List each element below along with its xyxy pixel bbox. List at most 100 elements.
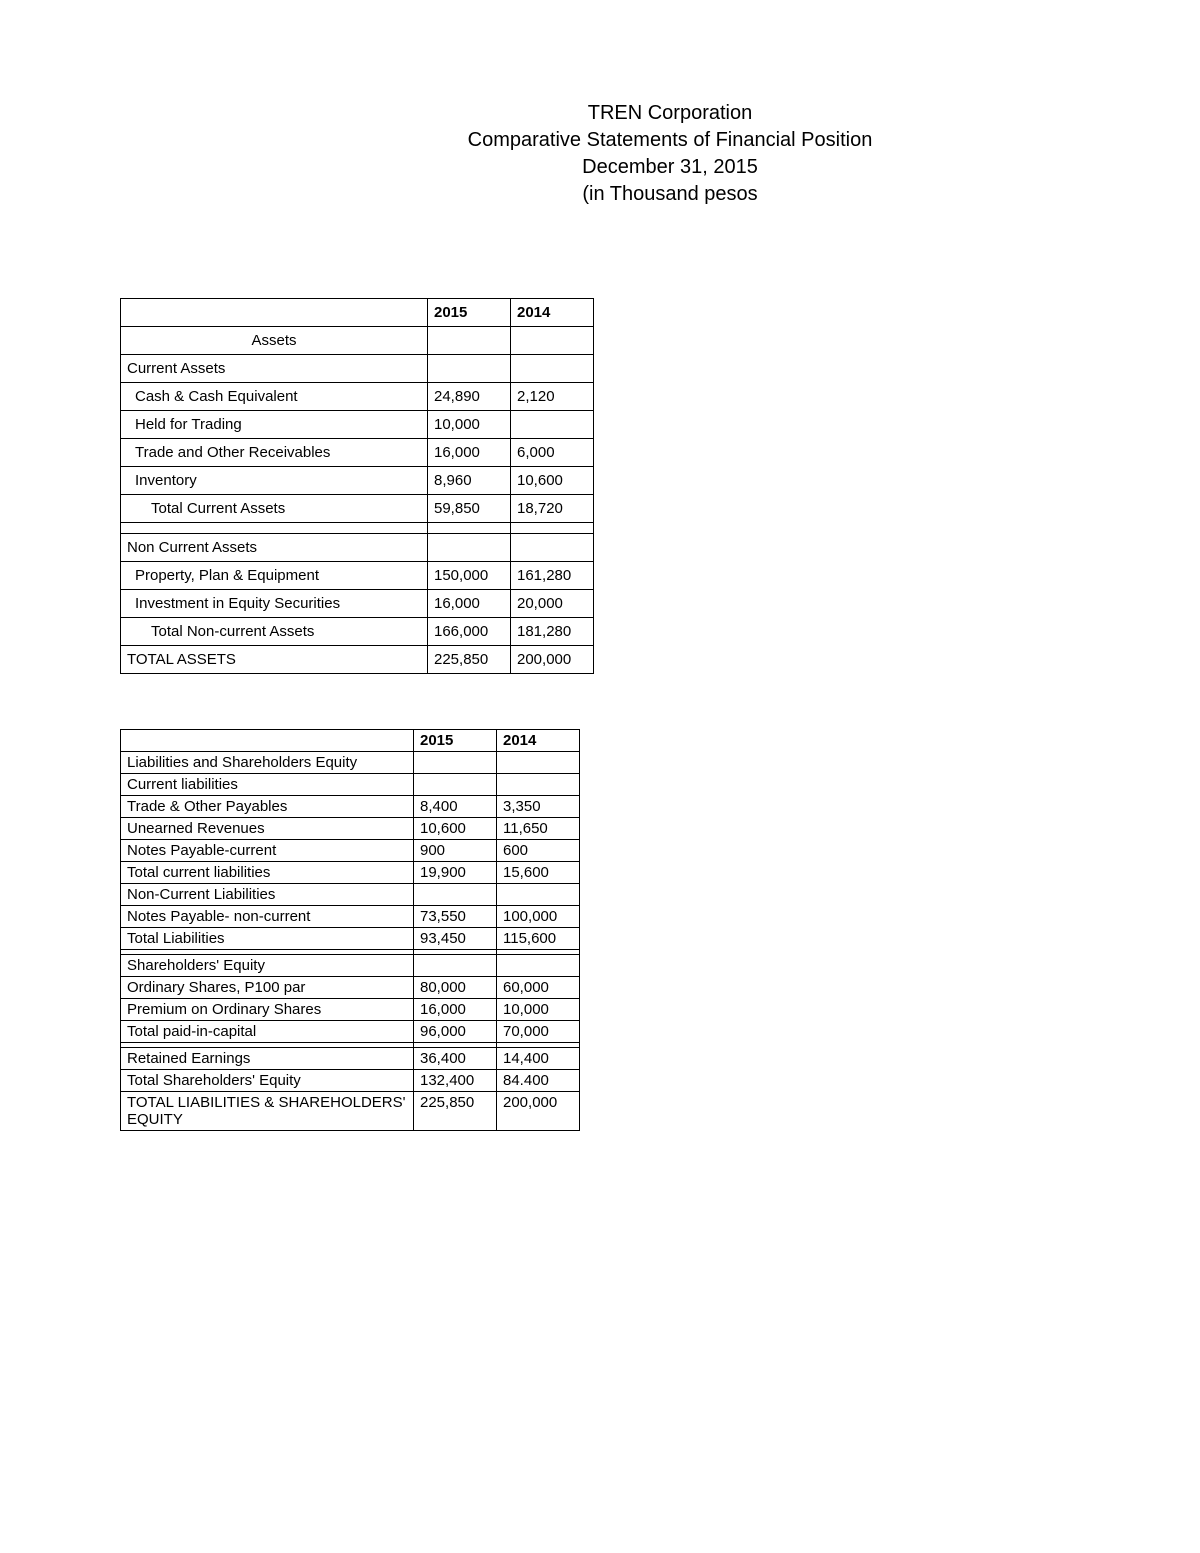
table-row: Notes Payable- non-current73,550100,000: [121, 906, 580, 928]
table-row: Current Assets: [121, 355, 594, 383]
value-2015: 93,450: [414, 928, 497, 950]
row-label: Liabilities and Shareholders Equity: [121, 752, 414, 774]
header-line1: TREN Corporation: [260, 100, 1080, 127]
value-2015: 8,400: [414, 796, 497, 818]
row-label: Ordinary Shares, P100 par: [121, 977, 414, 999]
table-row: Retained Earnings36,40014,400: [121, 1048, 580, 1070]
row-label: Investment in Equity Securities: [121, 590, 428, 618]
table-row: Trade & Other Payables8,4003,350: [121, 796, 580, 818]
value-2014: 2,120: [511, 383, 594, 411]
document-header: TREN Corporation Comparative Statements …: [260, 100, 1080, 208]
table-row: Held for Trading10,000: [121, 411, 594, 439]
value-2015: 19,900: [414, 862, 497, 884]
value-2015: 10,000: [428, 411, 511, 439]
value-2015: 24,890: [428, 383, 511, 411]
table-row: Current liabilities: [121, 774, 580, 796]
value-2014: 3,350: [497, 796, 580, 818]
row-label: Total Current Assets: [121, 495, 428, 523]
value-2015: 16,000: [428, 590, 511, 618]
blank-header: [121, 299, 428, 327]
value-2015: 132,400: [414, 1070, 497, 1092]
row-label: Notes Payable- non-current: [121, 906, 414, 928]
row-label: Total current liabilities: [121, 862, 414, 884]
row-label: TOTAL ASSETS: [121, 646, 428, 674]
value-2015: [414, 774, 497, 796]
table-row: Total Liabilities93,450115,600: [121, 928, 580, 950]
value-2014: 70,000: [497, 1021, 580, 1043]
row-label: TOTAL LIABILITIES & SHAREHOLDERS' EQUITY: [121, 1092, 414, 1131]
value-2015: 36,400: [414, 1048, 497, 1070]
value-2015: [428, 523, 511, 534]
value-2015: [414, 752, 497, 774]
table-row: Trade and Other Receivables16,0006,000: [121, 439, 594, 467]
value-2015: [428, 534, 511, 562]
header-line3: December 31, 2015: [260, 154, 1080, 181]
table-row: Inventory8,96010,600: [121, 467, 594, 495]
value-2015: [414, 955, 497, 977]
value-2014: [497, 752, 580, 774]
row-label: Shareholders' Equity: [121, 955, 414, 977]
table-row: Total Current Assets59,85018,720: [121, 495, 594, 523]
table-row: Non Current Assets: [121, 534, 594, 562]
row-label: [121, 523, 428, 534]
value-2014: 10,600: [511, 467, 594, 495]
header-line2: Comparative Statements of Financial Posi…: [260, 127, 1080, 154]
value-2015: [428, 355, 511, 383]
table-row: Total Shareholders' Equity132,40084.400: [121, 1070, 580, 1092]
value-2014: 60,000: [497, 977, 580, 999]
table-row: Non-Current Liabilities: [121, 884, 580, 906]
row-label: Non-Current Liabilities: [121, 884, 414, 906]
value-2015: 96,000: [414, 1021, 497, 1043]
table-row: Total paid-in-capital96,00070,000: [121, 1021, 580, 1043]
value-2014: 20,000: [511, 590, 594, 618]
value-2014: 14,400: [497, 1048, 580, 1070]
value-2015: [428, 327, 511, 355]
row-label: Total Liabilities: [121, 928, 414, 950]
table-row: Ordinary Shares, P100 par80,00060,000: [121, 977, 580, 999]
year-2015-header: 2015: [428, 299, 511, 327]
table-row: TOTAL ASSETS225,850200,000: [121, 646, 594, 674]
value-2014: [497, 884, 580, 906]
table-row: Total current liabilities19,90015,600: [121, 862, 580, 884]
value-2014: [511, 523, 594, 534]
table-row: Liabilities and Shareholders Equity: [121, 752, 580, 774]
row-label: Non Current Assets: [121, 534, 428, 562]
value-2015: 225,850: [414, 1092, 497, 1131]
table-row: Shareholders' Equity: [121, 955, 580, 977]
value-2014: 115,600: [497, 928, 580, 950]
row-label: Property, Plan & Equipment: [121, 562, 428, 590]
value-2015: 16,000: [428, 439, 511, 467]
row-label: Premium on Ordinary Shares: [121, 999, 414, 1021]
value-2014: [511, 355, 594, 383]
row-label: Total paid-in-capital: [121, 1021, 414, 1043]
row-label: Trade & Other Payables: [121, 796, 414, 818]
value-2014: [511, 534, 594, 562]
row-label: Unearned Revenues: [121, 818, 414, 840]
value-2015: 225,850: [428, 646, 511, 674]
row-label: Total Shareholders' Equity: [121, 1070, 414, 1092]
table-row: Property, Plan & Equipment150,000161,280: [121, 562, 594, 590]
value-2014: 15,600: [497, 862, 580, 884]
value-2014: 200,000: [511, 646, 594, 674]
table-row: [121, 523, 594, 534]
row-label: Trade and Other Receivables: [121, 439, 428, 467]
year-2014-header: 2014: [497, 730, 580, 752]
value-2015: 150,000: [428, 562, 511, 590]
row-label: Cash & Cash Equivalent: [121, 383, 428, 411]
table-row: Investment in Equity Securities16,00020,…: [121, 590, 594, 618]
year-2015-header: 2015: [414, 730, 497, 752]
value-2014: 18,720: [511, 495, 594, 523]
table-row: Premium on Ordinary Shares16,00010,000: [121, 999, 580, 1021]
row-label: Current Assets: [121, 355, 428, 383]
value-2014: 200,000: [497, 1092, 580, 1131]
value-2014: 181,280: [511, 618, 594, 646]
row-label: Held for Trading: [121, 411, 428, 439]
row-label: Retained Earnings: [121, 1048, 414, 1070]
value-2014: 600: [497, 840, 580, 862]
table-row: Assets: [121, 327, 594, 355]
year-2014-header: 2014: [511, 299, 594, 327]
row-label: Assets: [121, 327, 428, 355]
value-2014: [497, 774, 580, 796]
value-2014: 161,280: [511, 562, 594, 590]
table-row: TOTAL LIABILITIES & SHAREHOLDERS' EQUITY…: [121, 1092, 580, 1131]
